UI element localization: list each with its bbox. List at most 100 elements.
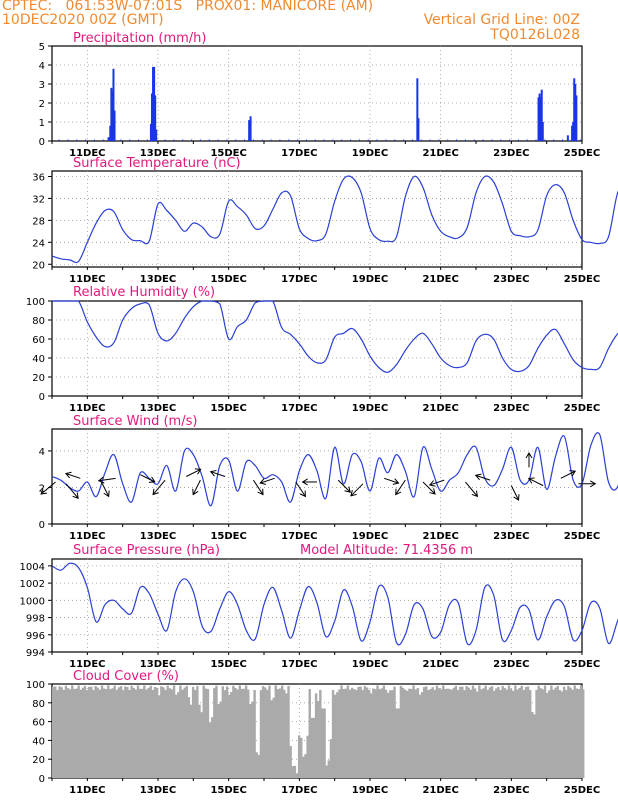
cloud-bar (158, 695, 161, 778)
precip-bar (367, 139, 369, 141)
cloud-bar (306, 735, 309, 778)
temp-ytick-label: 28 (32, 216, 45, 227)
cloud-bar (211, 717, 214, 778)
wind-arrow-head (395, 488, 402, 496)
pres-xtick-label: 11DEC (69, 659, 105, 670)
precip-bar (574, 84, 577, 141)
cloud-bar (283, 689, 286, 778)
header-date: 10DEC2020 00Z (GMT) (2, 12, 164, 28)
precip-bar (579, 139, 581, 141)
cloud-bar (418, 694, 422, 778)
cloud-bar (336, 692, 339, 778)
pres-xtick-label: 15DEC (210, 659, 246, 670)
cloud-bar (81, 687, 85, 778)
cloud-bar (261, 686, 265, 778)
cloud-bar (469, 689, 473, 778)
cloud-bar (420, 692, 424, 778)
cloud-bar (132, 687, 135, 778)
cloud-bar (52, 687, 55, 778)
cloud-bar (170, 689, 174, 778)
cloud-bar (526, 686, 530, 778)
cloud-bar (575, 688, 579, 778)
precip-bar (438, 139, 440, 141)
cloud-bar (75, 688, 78, 778)
cloud-bar (577, 689, 581, 778)
precip-bar (417, 118, 420, 141)
cloud-bar (73, 689, 76, 778)
cloud-bar (467, 687, 470, 778)
cloud-bar (567, 685, 570, 778)
cloud-bar (54, 686, 57, 778)
cloud-bar (342, 688, 345, 778)
cloud-bar (435, 685, 439, 778)
temp-frame (51, 170, 583, 268)
wind-arrow (465, 481, 478, 497)
precip-bar (288, 139, 290, 141)
precip-bar (107, 137, 110, 141)
precip-bar (517, 139, 519, 141)
cloud-bar (166, 685, 169, 778)
cloud-bar (321, 708, 324, 778)
cloud-bar (558, 690, 562, 778)
cloud-bar (535, 689, 538, 778)
cloud-bar (476, 691, 479, 778)
cloud-bar (327, 760, 331, 778)
cloud-bar (145, 689, 148, 778)
cloud-xtick-label: 15DEC (210, 785, 246, 796)
cloud-bar (408, 688, 411, 778)
precip-ytick-label: 5 (39, 42, 45, 53)
cloud-bar (548, 690, 551, 778)
cloud-bar (291, 766, 294, 778)
temp-ytick-label: 24 (32, 238, 45, 249)
cloud-bar (386, 692, 390, 778)
cloud-bar (227, 694, 231, 778)
cloud-bar (183, 687, 186, 778)
cloud-bar (516, 689, 519, 778)
rh-ytick-label: 100 (26, 297, 45, 308)
precip-bar (249, 116, 252, 141)
cloud-bar (429, 689, 432, 778)
cloud-xtick-label: 19DEC (352, 785, 388, 796)
wind-arrow (101, 481, 110, 497)
wind-ytick-label: 0 (39, 520, 45, 531)
precip-bar (500, 139, 502, 141)
cloud-bar (272, 697, 275, 778)
cloud-bar (537, 685, 540, 778)
precip-xtick-label: 17DEC (281, 148, 317, 159)
wind-arrow (186, 468, 201, 477)
precip-bar (314, 139, 316, 141)
cloud-bar (234, 687, 237, 778)
temp-series-line (51, 175, 618, 264)
cloud-bar (85, 690, 89, 778)
precip-bar (305, 139, 307, 141)
precip-bar (553, 139, 555, 141)
cloud-bar (522, 689, 526, 778)
precip-bar (112, 68, 115, 141)
precip-bar (447, 139, 449, 141)
cloud-bar (461, 686, 464, 778)
temp-xtick-label: 21DEC (422, 274, 458, 285)
cloud-xtick-label: 23DEC (493, 785, 529, 796)
precip-bar (113, 110, 116, 141)
cloud-xtick-label: 17DEC (281, 785, 317, 796)
wind-arrow-head (569, 470, 577, 477)
cloud-bar (456, 690, 460, 778)
cloud-bar (240, 688, 244, 778)
cloud-bar (98, 689, 102, 778)
cloud-bar (501, 685, 504, 778)
precip-bar (491, 139, 493, 141)
cloud-bar (550, 685, 553, 778)
precip-bar (297, 139, 299, 141)
wind-arrow-head (525, 451, 533, 459)
cloud-bar (346, 685, 350, 778)
cloud-bar (225, 686, 229, 778)
precip-bar (562, 139, 564, 141)
cloud-bar (90, 686, 93, 778)
cloud-bar (329, 739, 333, 778)
rh-ytick-label: 60 (32, 335, 45, 346)
cloud-bar (573, 685, 576, 778)
pres-xtick-label: 23DEC (493, 659, 529, 670)
precip-bar (58, 139, 60, 141)
precip-bar (261, 139, 263, 141)
wind-arrow-head (392, 478, 400, 485)
